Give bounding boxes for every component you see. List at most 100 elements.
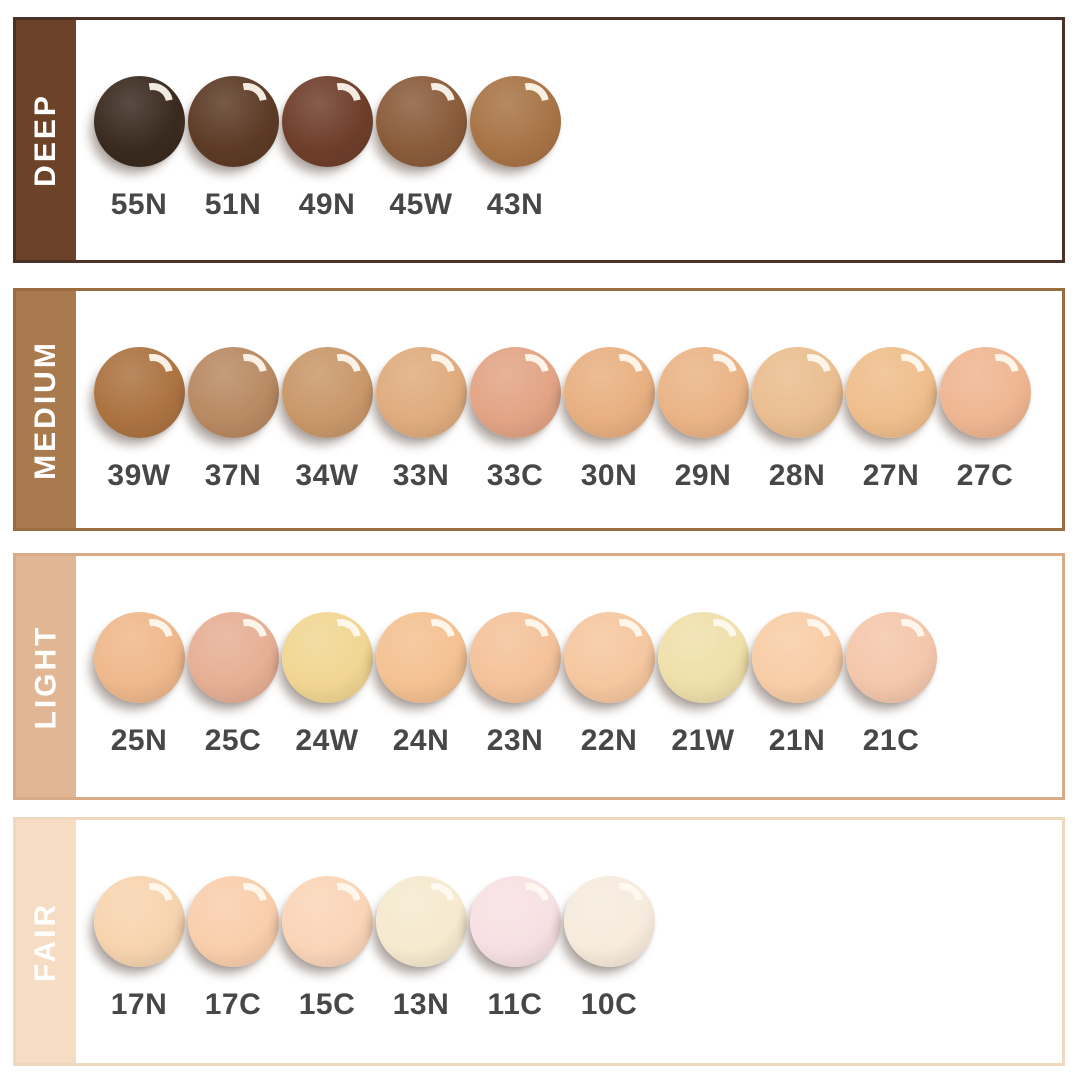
foundation-drop xyxy=(187,875,279,967)
shade-code-label: 22N xyxy=(580,724,638,757)
shade-code-label: 17C xyxy=(204,988,262,1021)
gloss-highlight-icon xyxy=(406,346,464,404)
gloss-highlight-icon xyxy=(124,875,182,933)
shade-code-label: 27C xyxy=(956,459,1014,492)
gloss-highlight-icon xyxy=(594,875,652,933)
foundation-drop xyxy=(469,611,561,703)
shade-code-label: 43N xyxy=(486,188,544,221)
gloss-highlight-icon xyxy=(970,346,1028,404)
shade-swatch: 27C xyxy=(938,346,1032,493)
gloss-highlight-icon xyxy=(688,346,746,404)
shade-code-label: 30N xyxy=(580,459,638,492)
shade-swatch: 49N xyxy=(280,75,374,222)
foundation-drop xyxy=(845,611,937,703)
foundation-drop xyxy=(751,611,843,703)
gloss-highlight-icon xyxy=(218,611,276,669)
shade-code-label: 11C xyxy=(487,988,543,1021)
shade-code-label: 21W xyxy=(671,724,735,757)
shade-swatch: 39W xyxy=(92,346,186,493)
shade-swatch: 24N xyxy=(374,611,468,758)
shade-swatch: 21N xyxy=(750,611,844,758)
shade-category-sidebar: DEEP xyxy=(16,20,76,260)
shade-code-label: 55N xyxy=(110,188,168,221)
foundation-drop xyxy=(281,75,373,167)
shade-code-label: 21C xyxy=(862,724,920,757)
shade-code-label: 15C xyxy=(298,988,356,1021)
shade-code-label: 51N xyxy=(204,188,262,221)
shade-code-label: 37N xyxy=(204,459,262,492)
gloss-highlight-icon xyxy=(218,75,276,133)
shade-swatch: 22N xyxy=(562,611,656,758)
gloss-highlight-icon xyxy=(782,346,840,404)
shade-row-light: LIGHT 25N 25C 24W 24N 23N xyxy=(13,553,1065,800)
shade-code-label: 33N xyxy=(392,459,450,492)
shade-swatch: 24W xyxy=(280,611,374,758)
gloss-highlight-icon xyxy=(876,346,934,404)
shade-code-label: 24W xyxy=(295,724,359,757)
gloss-highlight-icon xyxy=(500,346,558,404)
shade-code-label: 25C xyxy=(204,724,262,757)
shade-category-sidebar: FAIR xyxy=(16,820,76,1063)
gloss-highlight-icon xyxy=(500,75,558,133)
gloss-highlight-icon xyxy=(782,611,840,669)
foundation-drop xyxy=(93,75,185,167)
shade-swatch: 34W xyxy=(280,346,374,493)
gloss-highlight-icon xyxy=(406,875,464,933)
shade-code-label: 34W xyxy=(295,459,359,492)
shade-swatch: 21C xyxy=(844,611,938,758)
foundation-drop xyxy=(469,346,561,438)
gloss-highlight-icon xyxy=(218,346,276,404)
foundation-drop xyxy=(187,611,279,703)
foundation-drop xyxy=(563,611,655,703)
shade-swatch: 23N xyxy=(468,611,562,758)
shade-code-label: 39W xyxy=(107,459,171,492)
shade-category-sidebar: LIGHT xyxy=(16,556,76,797)
shade-code-label: 13N xyxy=(392,988,450,1021)
foundation-drop xyxy=(281,611,373,703)
shade-row-medium: MEDIUM 39W 37N 34W 33N 33C xyxy=(13,288,1065,531)
shade-row-content: 55N 51N 49N 45W 43N xyxy=(76,20,1062,260)
gloss-highlight-icon xyxy=(500,611,558,669)
shade-swatch: 28N xyxy=(750,346,844,493)
shade-swatch: 51N xyxy=(186,75,280,222)
shade-category-label: LIGHT xyxy=(29,624,62,729)
shade-code-label: 24N xyxy=(392,724,450,757)
foundation-drop xyxy=(375,346,467,438)
shade-swatch: 37N xyxy=(186,346,280,493)
foundation-drop xyxy=(469,75,561,167)
foundation-drop xyxy=(469,875,561,967)
shade-code-label: 33C xyxy=(486,459,544,492)
foundation-drop xyxy=(93,346,185,438)
shade-row-content: 39W 37N 34W 33N 33C 30N 29N xyxy=(76,291,1062,528)
foundation-drop xyxy=(375,611,467,703)
shade-category-label: MEDIUM xyxy=(29,339,62,480)
gloss-highlight-icon xyxy=(218,875,276,933)
shade-code-label: 27N xyxy=(862,459,920,492)
shade-swatch: 15C xyxy=(280,875,374,1022)
shade-swatch: 43N xyxy=(468,75,562,222)
shade-swatch: 11C xyxy=(468,875,562,1022)
shade-row-deep: DEEP 55N 51N 49N 45W 43N xyxy=(13,17,1065,263)
gloss-highlight-icon xyxy=(500,875,558,933)
shade-row-content: 25N 25C 24W 24N 23N 22N 21W xyxy=(76,556,1062,797)
shade-swatch: 55N xyxy=(92,75,186,222)
foundation-drop xyxy=(93,875,185,967)
shade-code-label: 25N xyxy=(110,724,168,757)
foundation-drop xyxy=(187,75,279,167)
gloss-highlight-icon xyxy=(312,346,370,404)
foundation-drop xyxy=(657,346,749,438)
shade-swatch: 33N xyxy=(374,346,468,493)
foundation-drop xyxy=(563,875,655,967)
gloss-highlight-icon xyxy=(124,346,182,404)
shade-swatch: 30N xyxy=(562,346,656,493)
gloss-highlight-icon xyxy=(312,875,370,933)
gloss-highlight-icon xyxy=(688,611,746,669)
shade-swatch: 33C xyxy=(468,346,562,493)
shade-code-label: 17N xyxy=(110,988,168,1021)
gloss-highlight-icon xyxy=(876,611,934,669)
shade-swatch: 10C xyxy=(562,875,656,1022)
shade-code-label: 49N xyxy=(298,188,356,221)
gloss-highlight-icon xyxy=(312,75,370,133)
shade-code-label: 23N xyxy=(486,724,544,757)
